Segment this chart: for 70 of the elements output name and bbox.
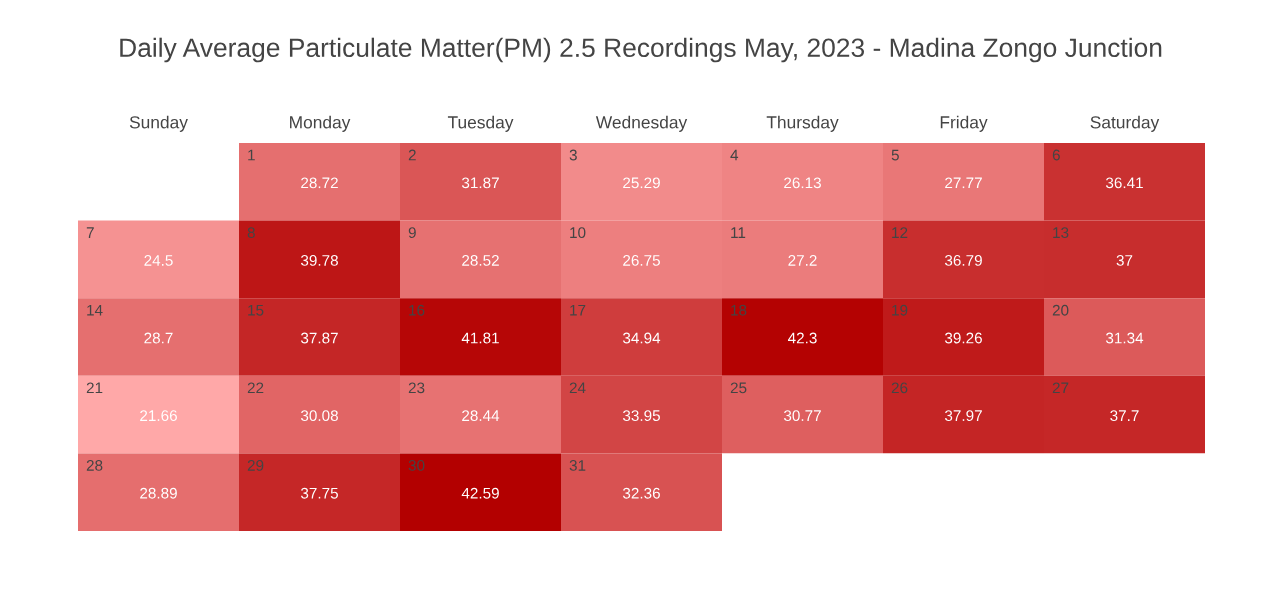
chart-title: Daily Average Particulate Matter(PM) 2.5 Recordings May, 2023 - Madina Zongo Junction: [120, 37, 1162, 63]
data-label: 39.26: [944, 332, 982, 344]
x-tick-label: Wednesday: [595, 115, 688, 132]
data-label: 33.95: [622, 410, 660, 422]
data-label: 27.2: [788, 255, 817, 266]
data-label: 27.77: [945, 177, 982, 189]
annotation: 31: [569, 460, 586, 471]
annotation: 7: [86, 227, 94, 238]
annotation: 26: [891, 382, 908, 394]
annotation: 8: [247, 227, 255, 239]
annotation: 23: [408, 382, 425, 394]
data-label: 24.5: [144, 255, 173, 266]
annotation: 24: [569, 382, 586, 394]
data-label: 37.87: [300, 332, 338, 344]
annotation: 2: [408, 149, 416, 161]
annotation: 22: [247, 382, 264, 394]
data-label: 36.41: [1105, 177, 1143, 189]
data-label: 42.3: [787, 332, 817, 344]
data-label: 28.89: [140, 487, 177, 499]
annotation: 10: [570, 227, 586, 239]
data-label: 28.52: [462, 255, 499, 266]
annotation: 17: [570, 304, 586, 316]
x-tick-label: Friday: [940, 115, 988, 132]
data-label: 31.87: [461, 177, 499, 189]
annotation: 15: [248, 304, 264, 316]
annotation: 11: [731, 227, 746, 238]
data-label: 21.66: [140, 410, 177, 422]
annotation: 14: [87, 304, 103, 316]
annotation: 12: [892, 227, 908, 238]
data-label: 37: [1116, 255, 1133, 266]
x-tick-label: Tuesday: [447, 115, 514, 132]
annotation: 6: [1052, 149, 1060, 161]
data-label: 31.34: [1105, 332, 1144, 344]
annotation: 3: [569, 149, 577, 161]
annotation: 27: [1052, 382, 1069, 394]
data-label: 42.59: [461, 487, 499, 499]
x-tick-label: Thursday: [766, 115, 839, 132]
data-label: 28.44: [462, 410, 500, 422]
x-tick-label: Monday: [290, 115, 351, 132]
annotation: 28: [86, 460, 103, 471]
annotation: 1: [248, 149, 255, 161]
annotation: 29: [247, 460, 264, 471]
annotation: 18: [731, 304, 747, 316]
data-label: 32.36: [622, 487, 660, 499]
data-label: 37.75: [300, 487, 338, 499]
annotation: 20: [1052, 304, 1069, 316]
data-label: 30.77: [783, 410, 821, 422]
annotation: 9: [408, 227, 416, 239]
data-label: 26.13: [784, 177, 821, 189]
data-label: 30.08: [300, 410, 338, 422]
data-label: 37.97: [944, 410, 982, 422]
data-label: 34.94: [622, 332, 661, 344]
annotation: 19: [892, 304, 908, 316]
data-label: 39.78: [300, 255, 338, 266]
data-label: 26.75: [623, 255, 660, 266]
annotation: 30: [408, 460, 425, 471]
data-label: 28.72: [301, 177, 338, 189]
data-label: 37.7: [1110, 410, 1139, 422]
data-label: 28.7: [144, 332, 173, 344]
data-label: 36.79: [944, 255, 982, 266]
annotation: 5: [891, 149, 899, 161]
data-label: 25.29: [623, 177, 660, 189]
annotation: 16: [409, 304, 425, 316]
annotation: 4: [730, 149, 739, 161]
annotation: 21: [86, 382, 103, 394]
x-tick-label: Sunday: [129, 115, 188, 132]
annotation: 13: [1053, 227, 1069, 239]
data-label: 41.81: [461, 332, 499, 344]
annotation: 25: [730, 382, 747, 394]
x-tick-label: Saturday: [1090, 115, 1160, 132]
